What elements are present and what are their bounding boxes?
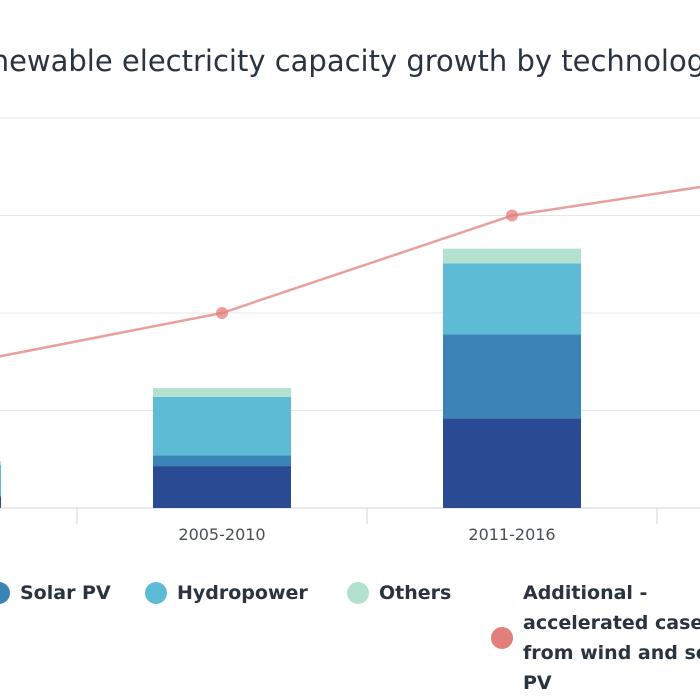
legend-label-hydropower: Hydropower bbox=[177, 582, 308, 604]
x-tick-label: 2005-2010 bbox=[178, 525, 265, 544]
legend-swatch-solar-pv bbox=[0, 582, 10, 604]
bar-solar-pv bbox=[443, 334, 581, 419]
bar-wind bbox=[153, 466, 291, 508]
bar-hydropower bbox=[443, 263, 581, 335]
bar-solar-pv bbox=[0, 495, 1, 497]
chart-title: Renewable electricity capacity growth by… bbox=[0, 44, 700, 78]
legend: Solar PV Hydropower Others Additional - … bbox=[0, 578, 700, 694]
bar-hydropower bbox=[0, 465, 1, 496]
bar-wind bbox=[443, 418, 581, 508]
accelerated-case-point bbox=[506, 209, 518, 222]
legend-item-hydropower[interactable]: Hydropower bbox=[145, 578, 308, 608]
legend-item-accelerated-case[interactable]: Additional - accelerated case from wind … bbox=[491, 578, 700, 698]
legend-label-accelerated-case: Additional - accelerated case from wind … bbox=[523, 582, 700, 694]
legend-item-solar-pv[interactable]: Solar PV bbox=[0, 578, 111, 608]
bar-others bbox=[153, 388, 291, 397]
bar-others bbox=[443, 248, 581, 264]
bar-wind bbox=[0, 496, 1, 508]
bar-hydropower bbox=[153, 396, 291, 456]
legend-label-solar-pv: Solar PV bbox=[20, 582, 111, 604]
legend-swatch-others bbox=[347, 582, 369, 604]
accelerated-case-line bbox=[0, 185, 700, 358]
legend-swatch-hydropower bbox=[145, 582, 167, 604]
legend-row-1: Solar PV Hydropower Others Additional - … bbox=[0, 578, 700, 694]
bar-solar-pv bbox=[153, 455, 291, 467]
bar-others bbox=[0, 461, 1, 466]
legend-item-others[interactable]: Others bbox=[347, 578, 451, 608]
accelerated-case-point bbox=[216, 307, 228, 319]
legend-swatch-accelerated-case bbox=[491, 627, 513, 649]
legend-label-others: Others bbox=[379, 582, 452, 604]
x-tick-label: 2011-2016 bbox=[468, 525, 555, 544]
